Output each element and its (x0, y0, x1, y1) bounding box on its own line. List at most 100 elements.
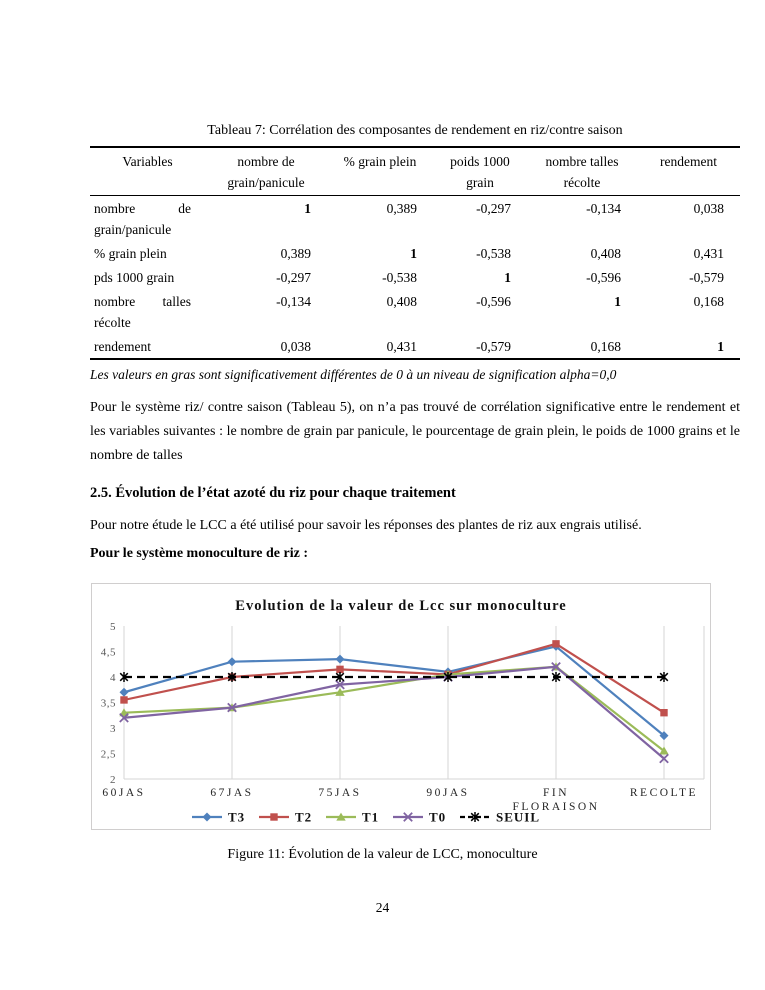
data-point-asterisk (119, 672, 129, 682)
table-row: nombre de grain/panicule 1 0,389 -0,297 -0,1… (90, 196, 740, 242)
table-note: Les valeurs en gras sont significativeme… (90, 367, 617, 382)
x-tick-label: FIN FLORAISON (512, 787, 599, 813)
series-T0 (119, 661, 669, 764)
series-SEUIL (119, 672, 669, 682)
correlation-value: -0,596 (476, 294, 511, 309)
legend-item-T1: T1 (326, 810, 378, 825)
row-label: rendement (94, 339, 151, 354)
data-point-square (270, 813, 278, 821)
y-tick-label: 2 (110, 774, 116, 786)
figure-caption: Figure 11: Évolution de la valeur de LCC… (227, 847, 538, 862)
correlation-value: -0,579 (476, 339, 511, 354)
page-number: 24 (375, 900, 390, 915)
row-label: nombre talles récolte (94, 294, 191, 330)
x-axis-labels: 60JAS 67JAS 75JAS 90JAS FIN FLORAISON RECOLTE (102, 787, 698, 813)
legend-item-SEUIL: SEUIL (460, 810, 540, 825)
table-row: pds 1000 grain -0,297 -0,538 1 -0,596 -0,579 (90, 265, 740, 289)
series-line (123, 645, 665, 737)
y-tick-label: 4,5 (101, 647, 116, 659)
correlation-value: 0,389 (280, 246, 311, 261)
correlation-value: -0,134 (586, 201, 621, 216)
legend-label: T2 (295, 810, 312, 825)
y-tick-label: 4 (110, 672, 116, 684)
table-body: nombre de grain/panicule 1 0,389 -0,297 -0,1… (90, 196, 740, 360)
y-tick-label: 3,5 (101, 698, 116, 710)
data-point-x (551, 661, 561, 672)
page-content: Tableau 7: Corrélation des composantes d… (90, 123, 740, 862)
x-tick-label: 67JAS (210, 787, 253, 799)
x-tick-label: 90JAS (426, 787, 469, 799)
correlation-value: 0,389 (386, 201, 417, 216)
correlation-value: -0,579 (689, 270, 724, 285)
data-point-asterisk (227, 672, 237, 682)
table-header-row: Variables nombre de grain/panicule % grain… (90, 147, 740, 196)
y-tick-label: 5 (110, 621, 116, 633)
legend-label: SEUIL (496, 810, 540, 825)
correlation-value: 1 (304, 201, 311, 216)
subheading-monoculture: Pour le système monoculture de riz : (90, 546, 308, 561)
correlation-value: -0,596 (586, 270, 621, 285)
data-point-asterisk (551, 672, 561, 682)
table-row: nombre talles récolte -0,134 0,408 -0,596 1 0… (90, 289, 740, 334)
data-point-diamond (119, 687, 129, 697)
correlation-value: 0,038 (280, 339, 311, 354)
row-label: pds 1000 grain (94, 270, 175, 285)
lcc-chart: Evolution de la valeur de Lcc sur monocu… (91, 583, 711, 830)
legend-label: T3 (228, 810, 245, 825)
correlation-table: Variables nombre de grain/panicule % grain… (90, 146, 740, 360)
data-point-x (403, 812, 413, 822)
data-point-square (120, 696, 128, 704)
data-point-diamond (202, 812, 212, 822)
correlation-value: 0,431 (386, 339, 417, 354)
row-label: % grain plein (94, 246, 167, 261)
column-header: Variables (122, 154, 173, 169)
legend-label: T0 (429, 810, 446, 825)
series-line (123, 642, 665, 714)
correlation-value: 0,168 (693, 294, 724, 309)
data-point-diamond (659, 731, 669, 741)
data-point-asterisk (443, 672, 453, 682)
paragraph-correlation: Pour le système riz/ contre saison (Tabl… (90, 400, 740, 463)
data-point-x (227, 702, 237, 713)
correlation-value: 0,168 (590, 339, 621, 354)
correlation-value: 1 (614, 294, 621, 309)
data-point-square (552, 640, 560, 648)
chart-legend: T3 T2 T1 T0 SEUIL (192, 810, 540, 825)
legend-item-T0: T0 (393, 810, 446, 825)
data-point-diamond (227, 657, 237, 667)
chart-title: Evolution de la valeur de Lcc sur monocu… (235, 598, 566, 614)
data-point-asterisk (470, 812, 480, 822)
data-point-asterisk (335, 672, 345, 682)
y-axis-labels: 2 2,5 3 3,5 4 4,5 5 (101, 621, 116, 786)
column-header: poids 1000 grain (450, 154, 510, 190)
correlation-value: -0,297 (276, 270, 311, 285)
data-point-square (660, 709, 668, 717)
data-point-x (659, 753, 669, 764)
correlation-value: -0,538 (476, 246, 511, 261)
data-point-triangle (659, 746, 669, 755)
correlation-value: 0,431 (693, 246, 724, 261)
y-tick-label: 2,5 (101, 749, 116, 761)
paragraph-lcc: Pour notre étude le LCC a été utilisé po… (90, 518, 642, 533)
column-header: % grain plein (343, 154, 417, 169)
correlation-value: 1 (504, 270, 511, 285)
table-row: rendement 0,038 0,431 -0,579 0,168 1 (90, 334, 740, 359)
column-header: nombre de grain/panicule (227, 154, 305, 190)
correlation-value: 0,408 (590, 246, 621, 261)
correlation-value: -0,134 (276, 294, 311, 309)
correlation-value: -0,538 (382, 270, 417, 285)
x-tick-label: RECOLTE (630, 787, 698, 799)
lcc-chart-svg: Evolution de la valeur de Lcc sur monocu… (101, 598, 705, 825)
series-line (123, 665, 665, 760)
data-point-x (119, 712, 129, 723)
series-line (123, 665, 665, 752)
y-tick-label: 3 (110, 723, 116, 735)
column-header: rendement (660, 154, 717, 169)
table-row: % grain plein 0,389 1 -0,538 0,408 0,431 (90, 241, 740, 265)
legend-item-T3: T3 (192, 810, 245, 825)
x-tick-label: 75JAS (318, 787, 361, 799)
gridlines (123, 626, 705, 780)
correlation-value: 0,408 (386, 294, 417, 309)
data-point-square (336, 665, 344, 674)
